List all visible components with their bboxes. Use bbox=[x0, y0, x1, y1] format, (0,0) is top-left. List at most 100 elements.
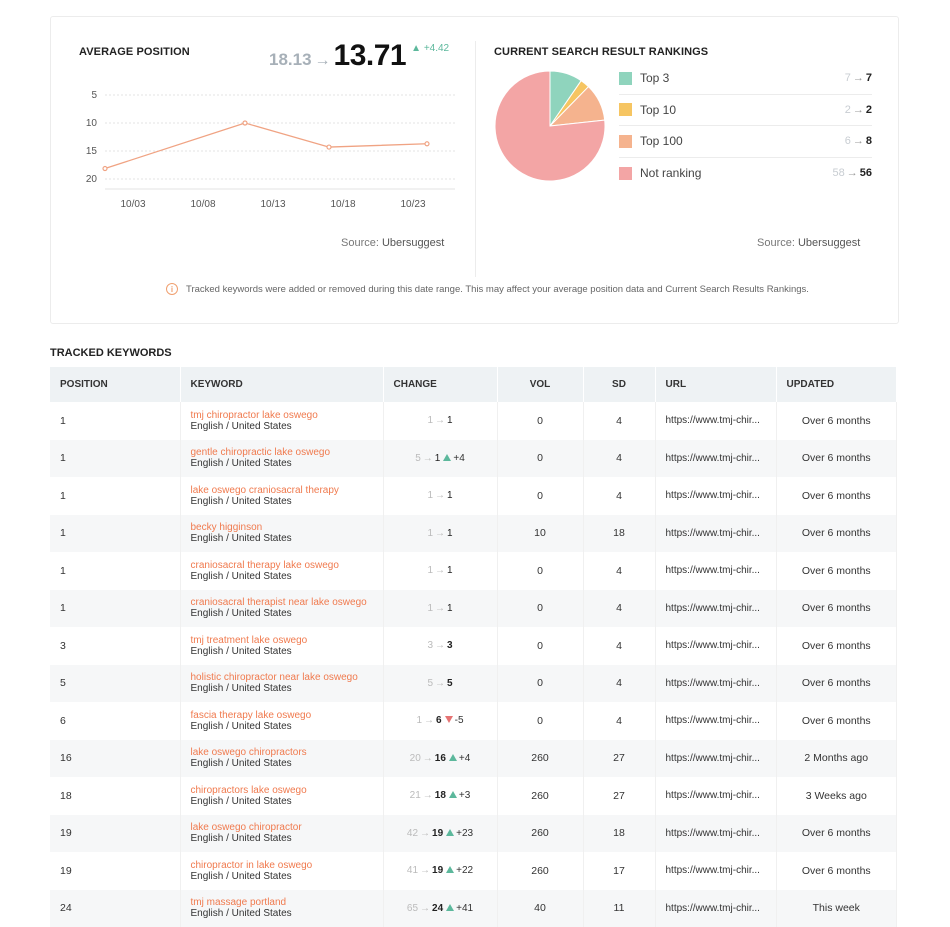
cell-url[interactable]: https://www.tmj-chir... bbox=[655, 814, 777, 852]
cell-keyword: chiropractor in lake oswego English / Uni… bbox=[180, 852, 384, 890]
cell-change: 5 → 5 bbox=[383, 664, 498, 702]
cell-url[interactable]: https://www.tmj-chir... bbox=[655, 889, 777, 927]
col-change[interactable]: CHANGE bbox=[383, 367, 498, 402]
keyword-lang: English / United States bbox=[190, 608, 292, 620]
cell-position: 3 bbox=[50, 627, 181, 665]
cell-position: 1 bbox=[50, 477, 181, 515]
cell-change: 42 → 19 +23 bbox=[383, 814, 498, 852]
table-row[interactable]: 3 tmj treatment lake oswego English / Unit… bbox=[50, 627, 897, 665]
keyword-link[interactable]: craniosacral therapy lake oswego bbox=[190, 559, 339, 571]
cell-sd: 4 bbox=[583, 477, 656, 515]
keyword-lang: English / United States bbox=[190, 720, 292, 732]
cell-sd: 4 bbox=[583, 402, 656, 440]
average-position-value: 18.13 → 13.71 ▲ +4.42 bbox=[269, 39, 449, 73]
cell-url[interactable]: https://www.tmj-chir... bbox=[655, 552, 777, 590]
col-keyword[interactable]: KEYWORD bbox=[180, 367, 384, 402]
cell-url[interactable]: https://www.tmj-chir... bbox=[655, 589, 777, 627]
keyword-link[interactable]: tmj treatment lake oswego bbox=[190, 634, 308, 646]
data-point[interactable] bbox=[424, 141, 430, 147]
rankings-title: CURRENT SEARCH RESULT RANKINGS bbox=[494, 46, 709, 58]
keyword-link[interactable]: tmj massage portland bbox=[190, 897, 287, 909]
col-position[interactable]: POSITION bbox=[50, 367, 181, 402]
keyword-link[interactable]: tmj chiropractor lake oswego bbox=[190, 409, 318, 421]
cell-url[interactable]: https://www.tmj-chir... bbox=[655, 439, 777, 477]
table-row[interactable]: 1 becky higginson English / United States 1… bbox=[50, 514, 897, 552]
table-row[interactable]: 1 craniosacral therapist near lake oswego… bbox=[50, 589, 897, 627]
x-tick-label: 10/08 bbox=[190, 199, 215, 210]
cell-sd: 27 bbox=[583, 777, 656, 815]
cell-change: 1 → 1 bbox=[383, 589, 498, 627]
keyword-link[interactable]: fascia therapy lake oswego bbox=[190, 709, 312, 721]
cell-url[interactable]: https://www.tmj-chir... bbox=[655, 664, 777, 702]
cell-vol: 40 bbox=[497, 889, 584, 927]
cell-url[interactable]: https://www.tmj-chir... bbox=[655, 777, 777, 815]
cell-url[interactable]: https://www.tmj-chir... bbox=[655, 702, 777, 740]
col-url[interactable]: URL bbox=[655, 367, 777, 402]
keyword-link[interactable]: lake oswego chiropractors bbox=[190, 747, 307, 759]
x-tick-label: 10/13 bbox=[260, 199, 285, 210]
keyword-link[interactable]: lake oswego chiropractor bbox=[190, 822, 302, 834]
cell-url[interactable]: https://www.tmj-chir... bbox=[655, 627, 777, 665]
col-sd[interactable]: SD bbox=[583, 367, 656, 402]
cell-position: 19 bbox=[50, 814, 181, 852]
keyword-link[interactable]: gentle chiropractic lake oswego bbox=[190, 447, 331, 459]
change-up-icon: +4 bbox=[448, 753, 470, 764]
cell-keyword: craniosacral therapist near lake oswego E… bbox=[180, 589, 384, 627]
legend-values: 7 → 7 bbox=[844, 72, 872, 85]
table-row[interactable]: 1 tmj chiropractor lake oswego English / U… bbox=[50, 402, 897, 440]
cell-position: 1 bbox=[50, 439, 181, 477]
cell-url[interactable]: https://www.tmj-chir... bbox=[655, 739, 777, 777]
cell-keyword: craniosacral therapy lake oswego English … bbox=[180, 552, 384, 590]
data-point[interactable] bbox=[326, 144, 332, 150]
keyword-link[interactable]: becky higginson bbox=[190, 522, 263, 534]
cell-position: 1 bbox=[50, 589, 181, 627]
keyword-lang: English / United States bbox=[190, 570, 292, 582]
col-updated[interactable]: UPDATED bbox=[776, 367, 897, 402]
legend-swatch bbox=[619, 103, 632, 117]
keyword-link[interactable]: craniosacral therapist near lake oswego bbox=[190, 597, 367, 609]
keyword-lang: English / United States bbox=[190, 833, 292, 845]
cell-updated: 3 Weeks ago bbox=[776, 777, 897, 815]
data-point[interactable] bbox=[102, 165, 108, 172]
cell-url[interactable]: https://www.tmj-chir... bbox=[655, 477, 777, 515]
cell-updated: Over 6 months bbox=[776, 664, 897, 702]
keyword-lang: English / United States bbox=[190, 495, 292, 507]
table-row[interactable]: 6 fascia therapy lake oswego English / Uni… bbox=[50, 702, 897, 740]
keyword-link[interactable]: chiropractors lake oswego bbox=[190, 784, 307, 796]
divider bbox=[475, 41, 476, 277]
table-row[interactable]: 16 lake oswego chiropractors English / Uni… bbox=[50, 739, 897, 777]
rankings-legend: Top 3 7 → 7 Top 10 2 → 2 Top 100 6 → 8 Not ranking 58… bbox=[619, 63, 872, 189]
cell-url[interactable]: https://www.tmj-chir... bbox=[655, 402, 777, 440]
tracked-keywords-title: TRACKED KEYWORDS bbox=[50, 347, 172, 359]
table-row[interactable]: 1 gentle chiropractic lake oswego English … bbox=[50, 439, 897, 477]
table-row[interactable]: 1 lake oswego craniosacral therapy English… bbox=[50, 477, 897, 515]
table-row[interactable]: 24 tmj massage portland English / United S… bbox=[50, 889, 897, 927]
average-delta: ▲ +4.42 bbox=[411, 43, 450, 54]
cell-url[interactable]: https://www.tmj-chir... bbox=[655, 852, 777, 890]
cell-vol: 0 bbox=[497, 402, 584, 440]
cell-position: 1 bbox=[50, 402, 181, 440]
data-point[interactable] bbox=[242, 120, 248, 126]
cell-change: 3 → 3 bbox=[383, 627, 498, 665]
cell-updated: Over 6 months bbox=[776, 852, 897, 890]
table-row[interactable]: 19 chiropractor in lake oswego English / U… bbox=[50, 852, 897, 890]
keyword-link[interactable]: lake oswego craniosacral therapy bbox=[190, 484, 339, 496]
source-right: Source: Ubersuggest bbox=[757, 237, 861, 249]
table-row[interactable]: 19 lake oswego chiropractor English / Unit… bbox=[50, 814, 897, 852]
cell-sd: 18 bbox=[583, 814, 656, 852]
cell-change: 5 → 1 +4 bbox=[383, 439, 498, 477]
cell-vol: 0 bbox=[497, 664, 584, 702]
cell-keyword: lake oswego craniosacral therapy English … bbox=[180, 477, 384, 515]
info-icon: i bbox=[166, 283, 178, 295]
col-vol[interactable]: VOL bbox=[497, 367, 584, 402]
pie-slice-not-ranking[interactable] bbox=[494, 70, 606, 182]
table-row[interactable]: 18 chiropractors lake oswego English / Uni… bbox=[50, 777, 897, 815]
table-row[interactable]: 1 craniosacral therapy lake oswego English… bbox=[50, 552, 897, 590]
cell-url[interactable]: https://www.tmj-chir... bbox=[655, 514, 777, 552]
cell-change: 41 → 19 +22 bbox=[383, 852, 498, 890]
keyword-lang: English / United States bbox=[190, 758, 292, 770]
keyword-link[interactable]: chiropractor in lake oswego bbox=[190, 859, 313, 871]
table-row[interactable]: 5 holistic chiropractor near lake oswego E… bbox=[50, 664, 897, 702]
keyword-link[interactable]: holistic chiropractor near lake oswego bbox=[190, 672, 358, 684]
keyword-lang: English / United States bbox=[190, 645, 292, 657]
